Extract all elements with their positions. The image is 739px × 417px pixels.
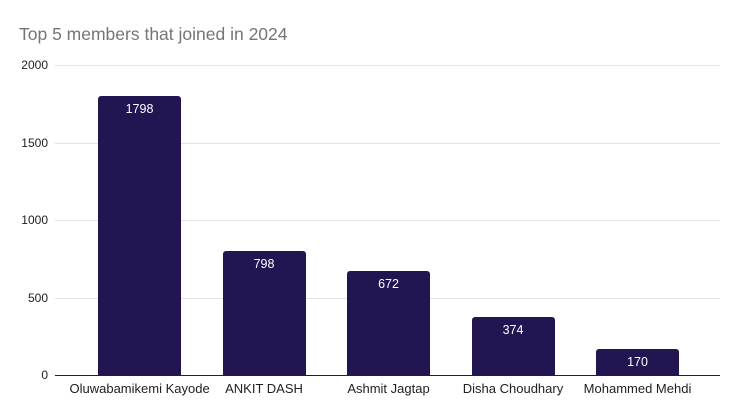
x-axis-category-label: Oluwabamikemi Kayode <box>69 381 210 396</box>
y-axis-tick-label: 1500 <box>21 135 48 150</box>
gridline <box>55 142 720 144</box>
bar-series-item: 672 <box>347 270 430 375</box>
bar-value-label: 170 <box>627 354 648 369</box>
x-axis-category-label: ANKIT DASH <box>225 381 303 396</box>
y-axis-tick-label: 1000 <box>21 213 48 227</box>
bar-value-label: 374 <box>502 323 524 338</box>
bar-series-item: 374 <box>471 317 555 375</box>
bar-value-label: 798 <box>253 257 275 272</box>
x-axis-line <box>55 375 720 376</box>
bar-series-item: 1798 <box>98 96 181 375</box>
bar-series-item: 798 <box>222 251 306 375</box>
x-axis-category-label: Ashmit Jagtap <box>347 381 430 396</box>
bar-series-item: 170 <box>596 348 679 375</box>
y-axis-tick-label: 500 <box>27 290 48 305</box>
y-axis-tick-label: 2000 <box>21 58 48 72</box>
gridline <box>55 65 720 66</box>
y-axis-tick-label: 0 <box>41 368 48 382</box>
gridline <box>55 220 720 221</box>
x-axis-category-label: Mohammed Mehdi <box>583 381 692 396</box>
chart-title: Top 5 members that joined in 2024 <box>19 24 288 44</box>
x-axis-category-label: Disha Choudhary <box>462 381 564 396</box>
bar-value-label: 1798 <box>125 102 154 117</box>
plot-area: 1798 798 672 374 170 <box>55 65 720 376</box>
bar-value-label: 672 <box>378 276 399 291</box>
